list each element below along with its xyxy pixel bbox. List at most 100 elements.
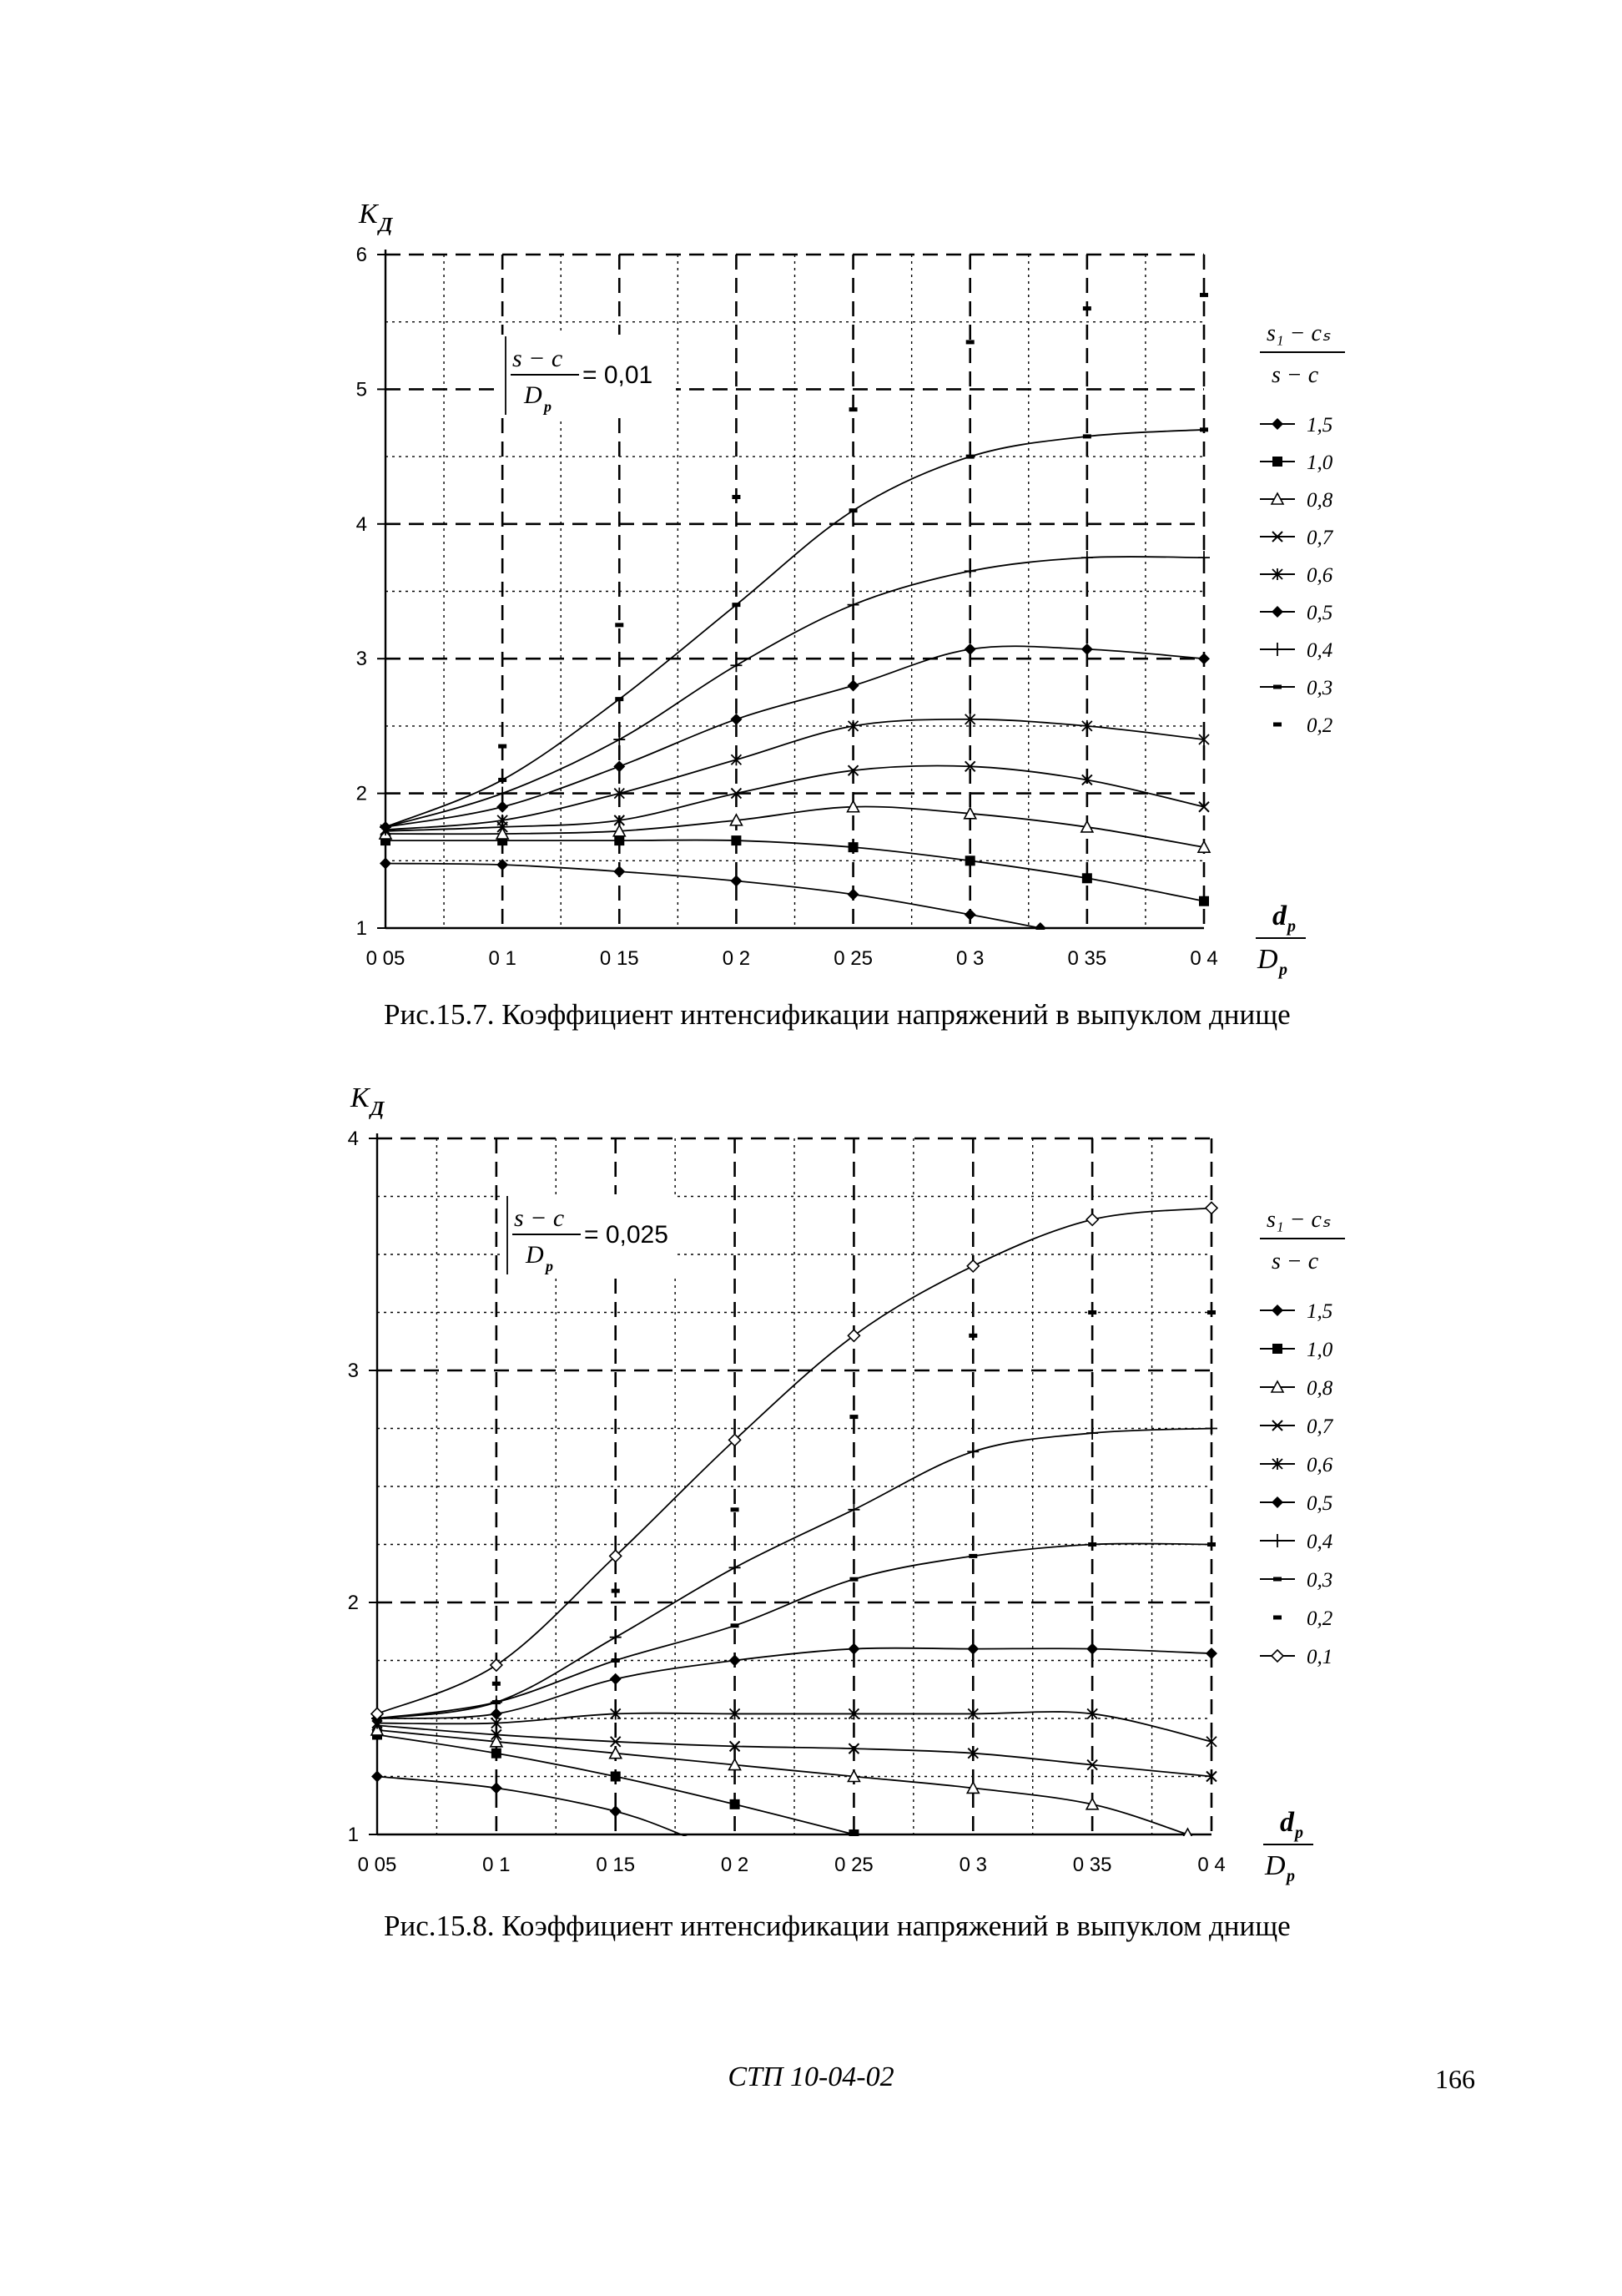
- data-point-0-1: [608, 1549, 622, 1563]
- data-point-0-3: [849, 1577, 859, 1582]
- data-point-1-5: [730, 875, 743, 887]
- data-point-0-6: [1198, 734, 1210, 746]
- legend-label: 0,2: [1307, 714, 1332, 737]
- y-axis-label: K: [358, 199, 380, 230]
- series-line-0-4: [376, 1427, 1212, 1719]
- data-point-0-5: [964, 643, 976, 655]
- data-point-1-0: [729, 1799, 740, 1809]
- annotation-value: = 0,01: [582, 361, 652, 389]
- legend-marker: [1272, 457, 1282, 467]
- x-tick-label: 0 05: [366, 947, 406, 970]
- data-point-0-3: [849, 508, 858, 513]
- legend-marker: [1272, 1344, 1282, 1354]
- legend-marker: [1270, 1648, 1285, 1663]
- data-point-0-6: [1081, 719, 1093, 732]
- data-point-0-6: [847, 719, 859, 732]
- legend-item-0-3: 0,3: [1260, 677, 1332, 699]
- data-point-0-4: [847, 598, 859, 612]
- legend-item-0-5: 0,5: [1260, 1492, 1332, 1515]
- data-point-1-5: [609, 1805, 622, 1818]
- data-point-0-7: [613, 815, 625, 826]
- data-point-0-3: [1082, 434, 1091, 439]
- x-tick-label: 0 3: [956, 947, 984, 970]
- legend-marker: [1270, 492, 1285, 505]
- legend-label: 0,2: [1307, 1607, 1332, 1630]
- series-line-0-1: [376, 1207, 1212, 1715]
- data-point-0-1: [728, 1433, 742, 1447]
- legend-item-1-0: 1,0: [1260, 1339, 1333, 1361]
- legend-label: 1,0: [1307, 1339, 1333, 1361]
- legend-marker: [1272, 1304, 1283, 1316]
- data-point-0-7: [730, 787, 743, 800]
- data-point-0-5: [848, 1643, 860, 1655]
- legend-item-0-6: 0,6: [1260, 1454, 1333, 1476]
- legend-item-0-7: 0,7: [1260, 527, 1334, 549]
- data-point-0-4: [1198, 551, 1210, 565]
- data-point-0-2: [849, 1415, 859, 1420]
- data-point-1-5: [1034, 922, 1046, 930]
- data-point-1-5: [847, 888, 859, 901]
- series-group: [370, 1201, 1219, 1836]
- data-point-0-6: [1206, 1735, 1217, 1748]
- series-line-0-8: [385, 805, 1205, 849]
- data-point-0-7: [610, 1736, 622, 1748]
- y-axis-label: K: [350, 1082, 371, 1113]
- annotation-numerator: s − c: [514, 1204, 564, 1232]
- legend-marker: [1272, 418, 1283, 430]
- legend-item-0-5: 0,5: [1260, 602, 1332, 624]
- legend-marker: [1273, 1577, 1282, 1582]
- data-point-1-0: [491, 1748, 501, 1759]
- legend-label: 0,4: [1307, 639, 1332, 662]
- legend-marker: [1270, 1380, 1285, 1393]
- data-point-0-7: [1198, 801, 1210, 813]
- data-point-0-2: [730, 1507, 739, 1512]
- x-axis-label-denominator: D: [1257, 944, 1278, 975]
- legend-label: 0,8: [1307, 1377, 1333, 1400]
- legend-item-0-2: 0,2: [1273, 1607, 1332, 1630]
- annotation-denominator: D: [523, 381, 542, 409]
- x-axis-label-numerator-sub: p: [1286, 917, 1296, 936]
- x-tick-label: 0 1: [482, 1854, 510, 1876]
- data-point-0-5: [490, 1708, 502, 1720]
- data-point-0-1: [847, 1329, 861, 1343]
- data-point-0-4: [496, 786, 509, 800]
- data-point-0-8: [1085, 1797, 1100, 1810]
- x-tick-label: 0 15: [600, 947, 639, 970]
- legend-marker: [1272, 1496, 1283, 1508]
- data-point-0-8: [847, 1769, 861, 1783]
- legend-label: 1,0: [1307, 452, 1333, 474]
- data-point-0-6: [730, 754, 743, 766]
- data-point-1-0: [849, 1829, 859, 1836]
- data-point-0-7: [1081, 774, 1093, 786]
- legend-label: 0,7: [1307, 1415, 1334, 1438]
- data-point-0-3: [1200, 427, 1208, 432]
- data-point-0-7: [965, 760, 976, 773]
- legend-label: 0,6: [1307, 564, 1333, 587]
- legend-marker: [1272, 568, 1283, 580]
- legend-item-0-1: 0,1: [1260, 1646, 1332, 1668]
- y-tick-label: 1: [356, 917, 367, 940]
- data-point-0-1: [1086, 1213, 1100, 1227]
- data-point-0-6: [967, 1708, 979, 1720]
- legend-label: 1,5: [1307, 414, 1332, 436]
- data-point-0-1: [489, 1658, 503, 1673]
- data-point-0-6: [1086, 1708, 1098, 1720]
- data-point-1-5: [964, 908, 976, 921]
- data-point-1-0: [731, 835, 742, 846]
- data-point-0-5: [496, 800, 509, 813]
- x-tick-label: 0 25: [834, 1854, 874, 1876]
- data-point-0-1: [1204, 1201, 1219, 1215]
- data-point-0-6: [610, 1708, 622, 1720]
- figure-caption-15-8: Рис.15.8. Коэффициент интенсификации нап…: [384, 1910, 1291, 1942]
- series-line-0-5: [376, 1647, 1212, 1719]
- data-point-0-2: [615, 623, 624, 628]
- series-line-0-3: [376, 1542, 1212, 1719]
- figure-caption-15-7: Рис.15.7. Коэффициент интенсификации нап…: [384, 998, 1291, 1031]
- x-tick-label: 0 05: [358, 1854, 397, 1876]
- data-point-0-3: [498, 777, 507, 782]
- legend-title-numerator: s₁ − cₛ: [1267, 1207, 1331, 1233]
- legend-label: 0,1: [1307, 1646, 1332, 1668]
- x-tick-label: 0 2: [723, 947, 750, 970]
- data-point-0-2: [1082, 306, 1091, 311]
- data-point-0-8: [965, 1780, 980, 1794]
